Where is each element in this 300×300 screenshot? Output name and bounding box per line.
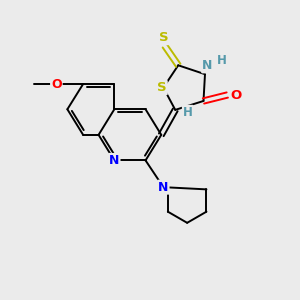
Text: S: S — [157, 81, 167, 94]
Text: H: H — [216, 54, 226, 67]
Text: N: N — [202, 59, 213, 72]
Text: N: N — [109, 154, 119, 167]
Text: H: H — [183, 106, 193, 119]
Text: O: O — [51, 77, 62, 91]
Text: O: O — [231, 88, 242, 101]
Text: N: N — [158, 181, 169, 194]
Text: S: S — [159, 31, 168, 44]
